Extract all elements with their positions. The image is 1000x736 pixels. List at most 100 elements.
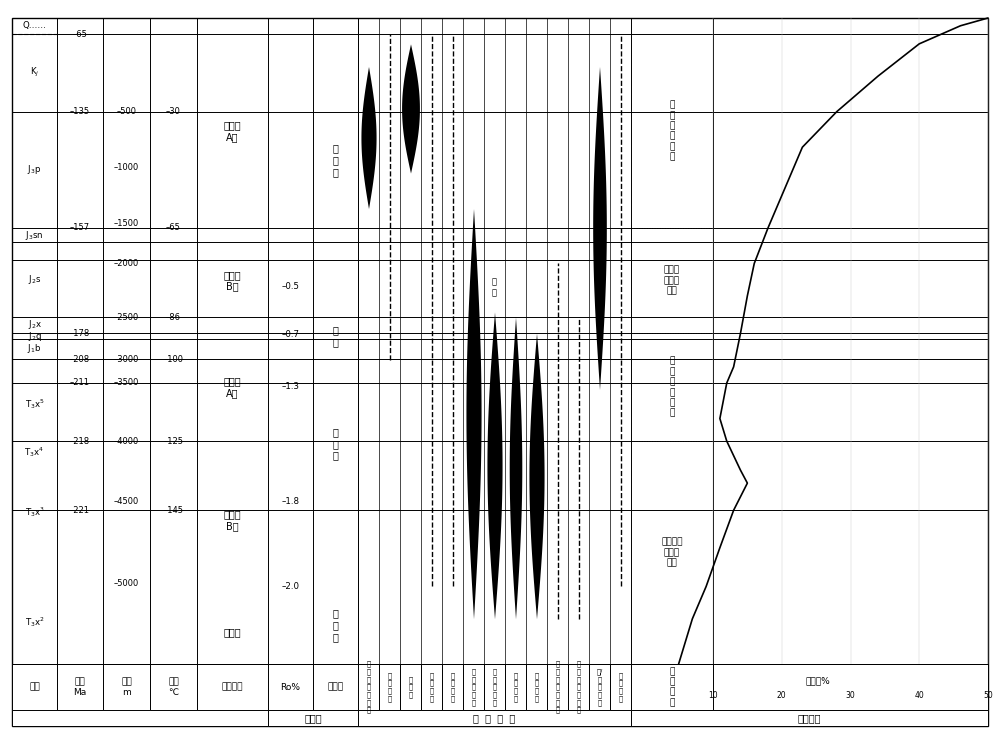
Text: T$_3$x$^4$: T$_3$x$^4$ bbox=[24, 445, 45, 459]
Text: –4500: –4500 bbox=[114, 497, 139, 506]
Bar bbox=[268, 664, 313, 710]
Text: 过成熟: 过成熟 bbox=[224, 626, 241, 637]
Text: T$_3$x$^3$: T$_3$x$^3$ bbox=[25, 505, 44, 519]
Text: –1000: –1000 bbox=[114, 163, 139, 172]
Text: –2000: –2000 bbox=[114, 259, 139, 268]
Text: –0.7: –0.7 bbox=[282, 330, 300, 339]
Bar bbox=[463, 664, 484, 710]
Text: –1.3: –1.3 bbox=[282, 382, 300, 391]
Text: Q……: Q…… bbox=[22, 21, 46, 30]
Text: 早成岩
A期: 早成岩 A期 bbox=[224, 120, 241, 142]
Text: –3000: –3000 bbox=[114, 355, 139, 364]
Text: 孔隙度%: 孔隙度% bbox=[805, 676, 830, 685]
Text: J$_2$x: J$_2$x bbox=[28, 319, 41, 331]
Text: –0.5: –0.5 bbox=[282, 282, 300, 291]
Text: J$_3$sn: J$_3$sn bbox=[25, 229, 44, 241]
Text: 过
成
熟: 过 成 熟 bbox=[333, 609, 338, 642]
Text: –4000: –4000 bbox=[114, 436, 139, 445]
Text: 原生及
少量次
生孔: 原生及 少量次 生孔 bbox=[664, 266, 680, 295]
Bar bbox=[505, 664, 526, 710]
Text: –3500: –3500 bbox=[114, 378, 139, 387]
Bar bbox=[589, 664, 610, 710]
Text: 次孔发育
不出现
裂缝: 次孔发育 不出现 裂缝 bbox=[661, 538, 683, 567]
Bar bbox=[358, 710, 631, 726]
Text: –86: –86 bbox=[166, 313, 181, 322]
Text: 10: 10 bbox=[708, 690, 718, 699]
Text: 自
生
长
石: 自 生 长 石 bbox=[534, 672, 538, 701]
Bar bbox=[358, 664, 379, 710]
Text: 成  岩  矿  物: 成 岩 矿 物 bbox=[473, 713, 516, 723]
Text: 孔
隙
类
型: 孔 隙 类 型 bbox=[669, 667, 675, 707]
Text: –211: –211 bbox=[70, 378, 90, 387]
Bar bbox=[313, 664, 358, 710]
Text: 自
生
利
石: 自 生 利 石 bbox=[514, 672, 518, 701]
Text: –157: –157 bbox=[70, 224, 90, 233]
Bar bbox=[547, 664, 568, 710]
Bar bbox=[268, 710, 358, 726]
Text: J$_2$q: J$_2$q bbox=[28, 330, 41, 343]
Text: 温度
℃: 温度 ℃ bbox=[168, 677, 179, 697]
Bar bbox=[631, 664, 713, 710]
Bar bbox=[526, 664, 547, 710]
Text: 晚
期
白
云
石
胶
结: 晚 期 白 云 石 胶 结 bbox=[576, 661, 580, 713]
Text: 未
成
熟: 未 成 熟 bbox=[333, 144, 338, 177]
Text: 年龄
Ma: 年龄 Ma bbox=[73, 677, 87, 697]
Text: 深度
m: 深度 m bbox=[121, 677, 132, 697]
Text: –125: –125 bbox=[164, 436, 184, 445]
Text: 高
成
熟: 高 成 熟 bbox=[333, 427, 338, 460]
Text: 20: 20 bbox=[777, 690, 787, 699]
Text: 英
生
次
加
大: 英 生 次 加 大 bbox=[472, 668, 476, 706]
Text: T$_3$x$^5$: T$_3$x$^5$ bbox=[25, 397, 44, 411]
Text: 自
生
高
岭
石: 自 生 高 岭 石 bbox=[492, 668, 496, 706]
Text: 孔隙演化: 孔隙演化 bbox=[798, 713, 821, 723]
Bar bbox=[631, 710, 988, 726]
Text: 次
生
孔
隙
发
育: 次 生 孔 隙 发 育 bbox=[669, 357, 675, 418]
Bar bbox=[610, 664, 631, 710]
Text: 成岩阶段: 成岩阶段 bbox=[222, 682, 243, 692]
Text: 伊/
蒙
混
层
化: 伊/ 蒙 混 层 化 bbox=[596, 668, 603, 706]
Text: 晚
期
方
解
石
胶
结: 晚 期 方 解 石 胶 结 bbox=[556, 661, 560, 713]
Text: 成
熟: 成 熟 bbox=[333, 325, 338, 347]
Text: 岩
屑
溶
解: 岩 屑 溶 解 bbox=[450, 672, 454, 701]
Text: 绿
泥
石: 绿 泥 石 bbox=[409, 676, 413, 698]
Text: –500: –500 bbox=[116, 107, 136, 116]
Text: –65: –65 bbox=[166, 224, 181, 233]
Text: Ro%: Ro% bbox=[280, 682, 300, 692]
Bar bbox=[12, 664, 268, 726]
Text: 有机质: 有机质 bbox=[304, 713, 322, 723]
Text: 早成岩
B期: 早成岩 B期 bbox=[224, 270, 241, 291]
Text: J$_2$s: J$_2$s bbox=[28, 273, 41, 286]
Bar bbox=[713, 664, 988, 710]
Text: 缺
乏: 缺 乏 bbox=[492, 277, 497, 297]
Text: –5000: –5000 bbox=[114, 578, 139, 588]
Text: –30: –30 bbox=[166, 107, 181, 116]
Text: T$_3$x$^2$: T$_3$x$^2$ bbox=[25, 615, 44, 629]
Text: 30: 30 bbox=[846, 690, 855, 699]
Text: –135: –135 bbox=[70, 107, 90, 116]
Text: –2500: –2500 bbox=[114, 313, 139, 322]
Text: 层位: 层位 bbox=[29, 682, 40, 692]
Text: 长
石
溶
解: 长 石 溶 解 bbox=[430, 672, 434, 701]
Bar bbox=[103, 664, 150, 710]
Text: –221: –221 bbox=[70, 506, 90, 514]
Bar bbox=[379, 664, 400, 710]
Text: 早
期
方
解
石
胶
结: 早 期 方 解 石 胶 结 bbox=[366, 661, 370, 713]
Bar bbox=[150, 664, 197, 710]
Text: –65: –65 bbox=[73, 29, 87, 39]
Bar bbox=[568, 664, 589, 710]
Text: 成熟度: 成熟度 bbox=[327, 682, 344, 692]
Text: –208: –208 bbox=[70, 355, 90, 364]
Text: J$_3$p: J$_3$p bbox=[27, 163, 42, 177]
Text: –100: –100 bbox=[164, 355, 184, 364]
Text: –178: –178 bbox=[70, 329, 90, 338]
Bar bbox=[484, 664, 505, 710]
Text: 原
生
孔
隙
发
育: 原 生 孔 隙 发 育 bbox=[669, 101, 675, 161]
Text: 晚成岩
A期: 晚成岩 A期 bbox=[224, 376, 241, 398]
Text: 压
实
作
用: 压 实 作 用 bbox=[388, 672, 392, 701]
Text: 40: 40 bbox=[914, 690, 924, 699]
Bar bbox=[197, 664, 268, 710]
Bar bbox=[442, 664, 463, 710]
Text: J$_1$b: J$_1$b bbox=[27, 342, 42, 355]
Text: K$_j$: K$_j$ bbox=[30, 66, 39, 79]
Text: –145: –145 bbox=[164, 506, 184, 514]
